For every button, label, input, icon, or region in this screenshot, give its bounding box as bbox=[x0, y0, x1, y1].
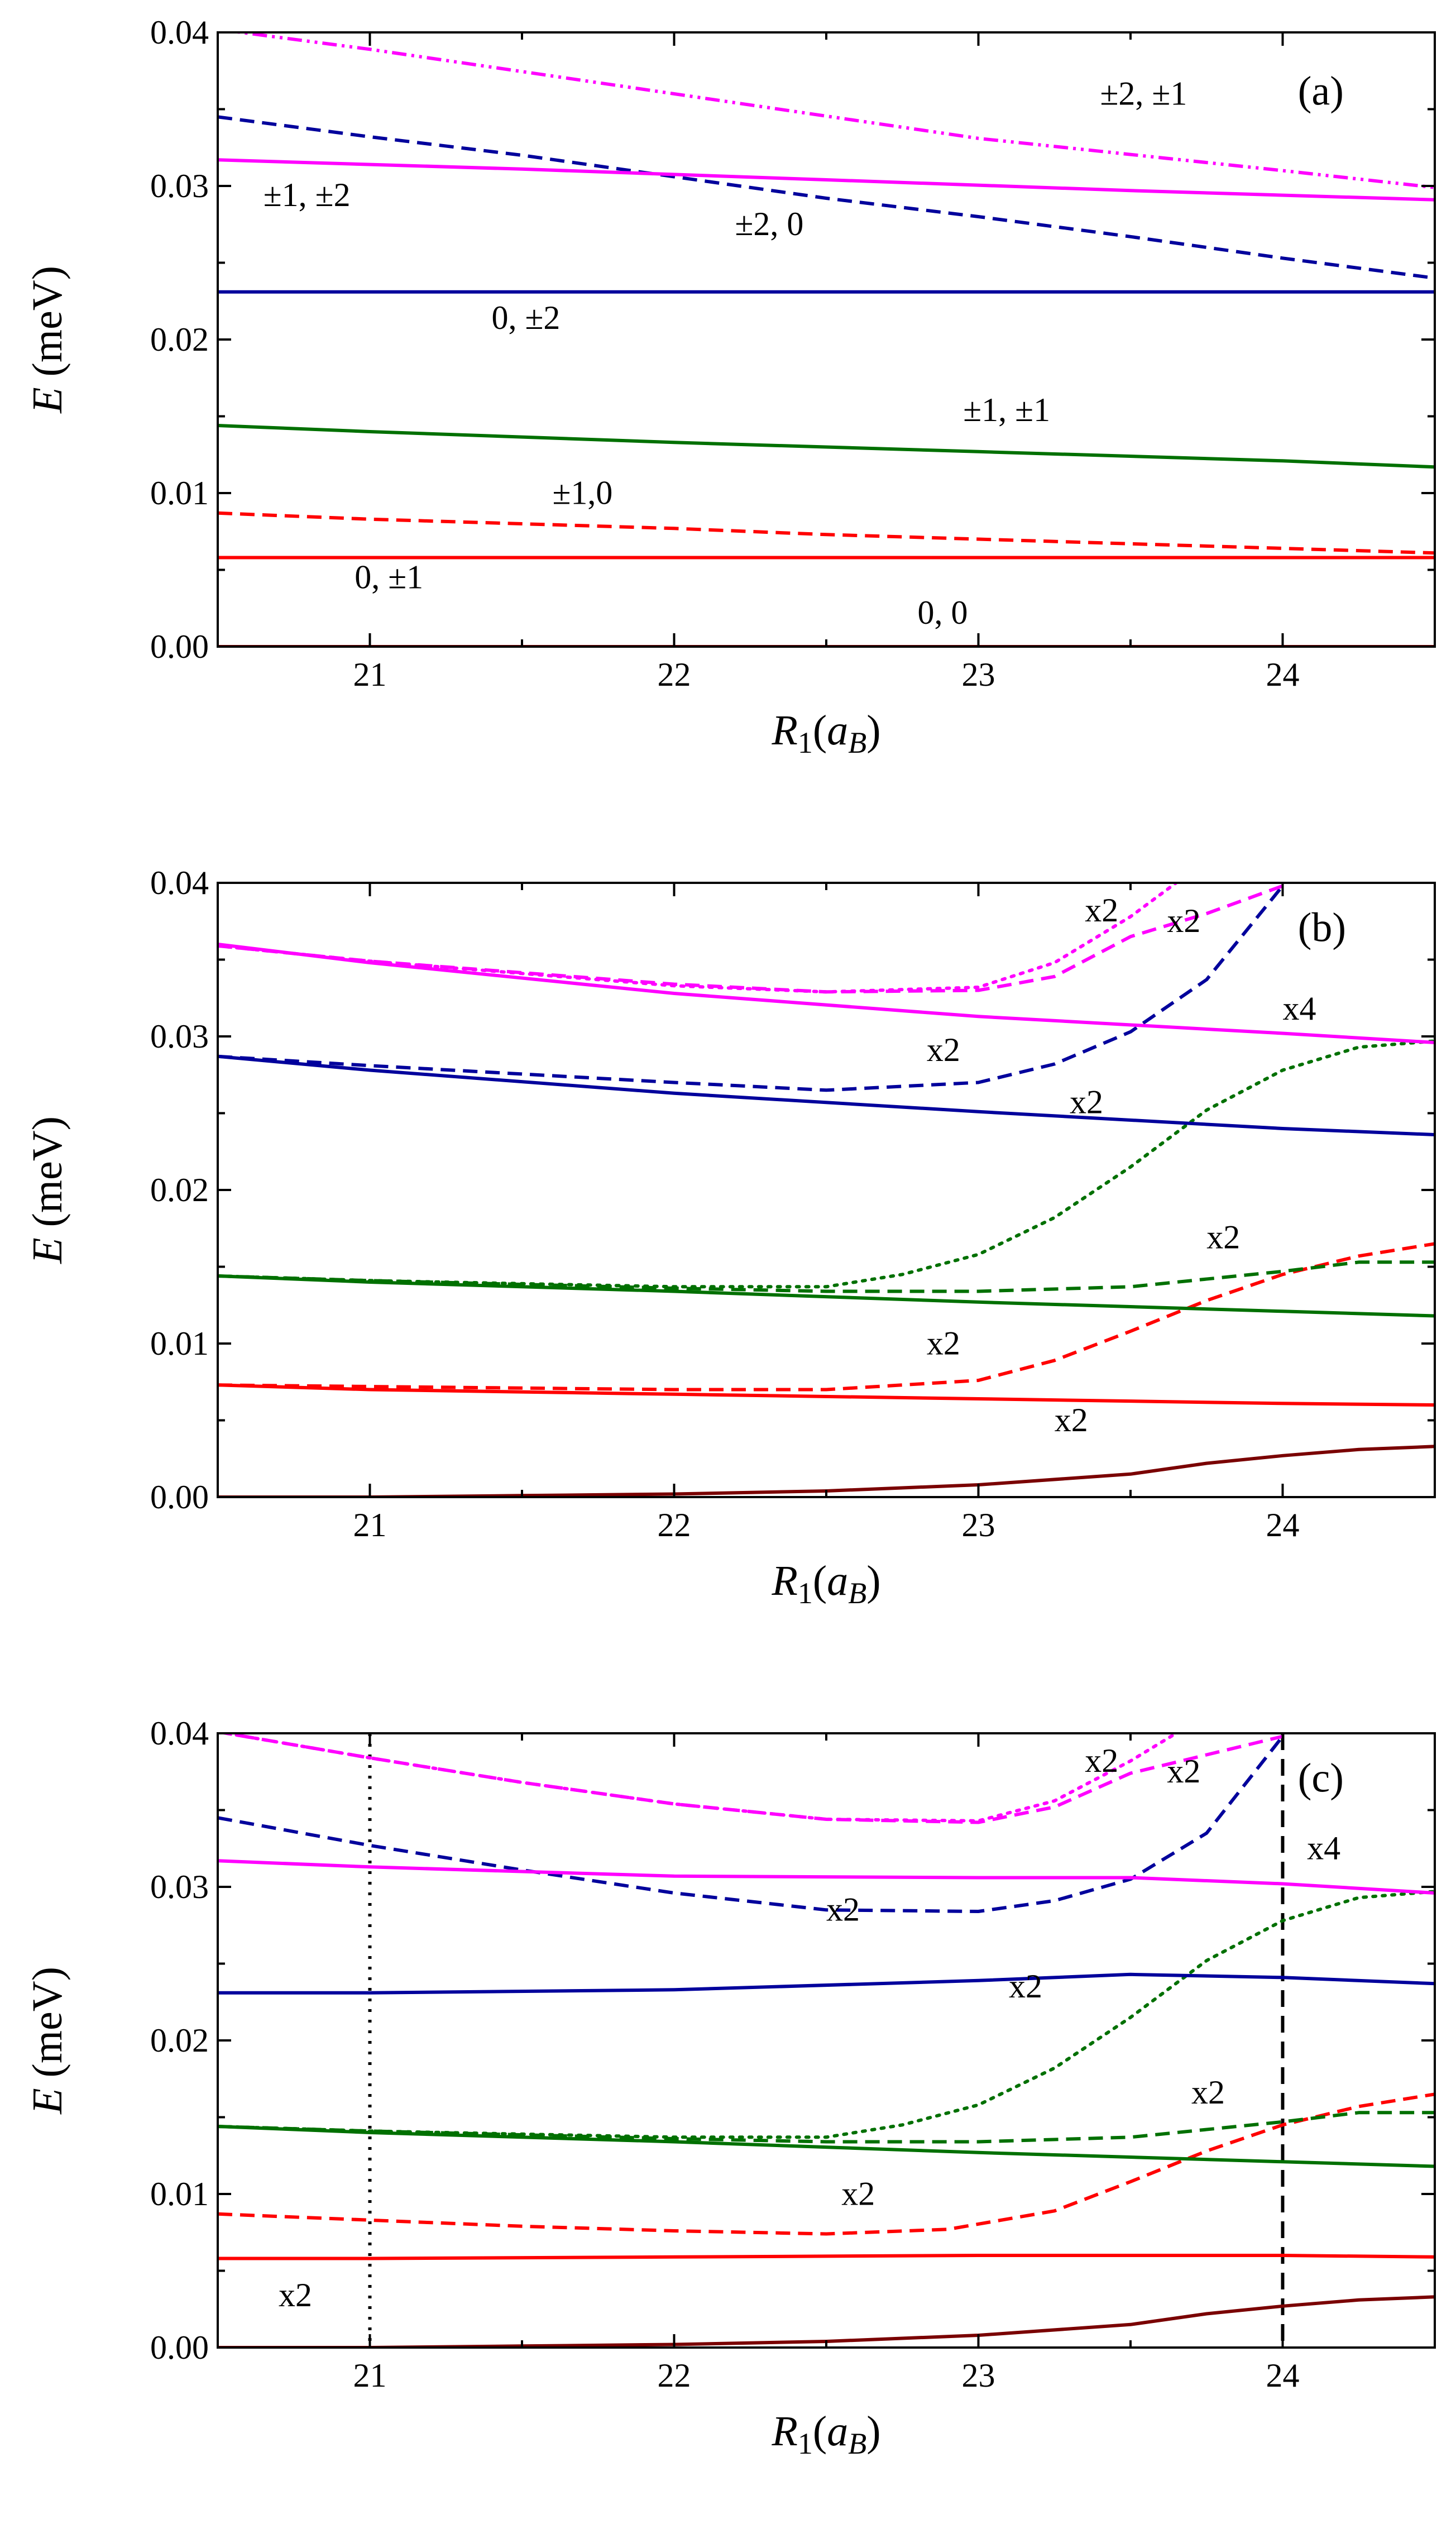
y-axis-label: E (meV) bbox=[24, 266, 71, 414]
series-line bbox=[218, 1733, 1283, 1824]
y-axis-symbol: E bbox=[24, 387, 71, 413]
curve-annotation: x2 bbox=[927, 1325, 960, 1361]
y-tick-label: 0.02 bbox=[150, 2022, 209, 2059]
y-tick-label: 0.01 bbox=[150, 2176, 209, 2212]
series-line bbox=[218, 2092, 1435, 2236]
series-line bbox=[228, 32, 1435, 189]
plot-frame bbox=[217, 31, 1436, 648]
panel-label: (b) bbox=[1298, 905, 1346, 951]
series-line bbox=[218, 2254, 1435, 2260]
y-tick-label: 0.04 bbox=[150, 864, 209, 901]
x-tick-label: 24 bbox=[1266, 2357, 1300, 2394]
curve-annotation: x2 bbox=[1085, 1742, 1118, 1779]
series-line bbox=[218, 424, 1435, 469]
series-line bbox=[218, 1054, 1435, 1136]
series-line bbox=[218, 1735, 1284, 1913]
y-axis-unit: (meV) bbox=[24, 1116, 71, 1237]
x-tick-label: 23 bbox=[962, 656, 995, 693]
y-axis-symbol: E bbox=[24, 2088, 71, 2114]
x-axis-label: R1(aB) bbox=[771, 707, 880, 759]
curve-annotation: x2 bbox=[841, 2175, 875, 2212]
series-line bbox=[218, 1383, 1435, 1407]
curve-annotation: x2 bbox=[1191, 2074, 1225, 2111]
y-tick-label: 0.01 bbox=[150, 475, 209, 512]
curve-annotation: x2 bbox=[1206, 1219, 1240, 1256]
curve-annotation: x2 bbox=[1055, 1402, 1088, 1438]
y-tick-label: 0.00 bbox=[150, 1479, 209, 1516]
y-axis-unit: (meV) bbox=[24, 266, 71, 387]
y-tick-label: 0.02 bbox=[150, 321, 209, 358]
x-axis-label: R1(aB) bbox=[771, 2408, 880, 2460]
series-line bbox=[218, 1445, 1435, 1497]
y-tick-label: 0.01 bbox=[150, 1325, 209, 1362]
series-line bbox=[218, 2111, 1435, 2144]
series-line bbox=[218, 1859, 1435, 1895]
curve-annotation: x4 bbox=[1283, 990, 1316, 1027]
curve-annotation: x4 bbox=[1307, 1830, 1340, 1867]
curve-annotation: ±2, ±1 bbox=[1100, 75, 1187, 112]
y-tick-label: 0.03 bbox=[150, 1868, 209, 1905]
curve-annotation: x2 bbox=[826, 1891, 860, 1928]
x-tick-label: 24 bbox=[1266, 1507, 1300, 1543]
series-line bbox=[218, 1733, 1178, 1823]
y-axis-unit: (meV) bbox=[24, 1967, 71, 2088]
panel-a: 0.00 0.01 0.02 0.03 0.04 21 22 23 24 E (meV) R1(aB… bbox=[24, 14, 1436, 759]
x-tick-label: 22 bbox=[658, 1507, 691, 1543]
y-axis-label: E (meV) bbox=[24, 1967, 71, 2115]
x-tick-label: 23 bbox=[962, 1507, 995, 1543]
x-tick-label: 22 bbox=[658, 656, 691, 693]
plot-frame bbox=[217, 882, 1436, 1498]
x-tick-label: 23 bbox=[962, 2357, 995, 2394]
curve-annotation: x2 bbox=[1070, 1084, 1103, 1121]
series-line bbox=[218, 885, 1284, 1092]
y-tick-label: 0.00 bbox=[150, 628, 209, 665]
curve-annotation: 0, 0 bbox=[918, 594, 968, 631]
y-tick-label: 0.02 bbox=[150, 1172, 209, 1208]
y-tick-label: 0.04 bbox=[150, 14, 209, 51]
x-axis-label: R1(aB) bbox=[771, 1557, 880, 1610]
curve-annotation: 0, ±1 bbox=[355, 559, 423, 596]
panel-b: 0.00 0.01 0.02 0.03 0.04 21 22 23 24 E (meV) R1(aB… bbox=[24, 864, 1436, 1610]
series-line bbox=[218, 1242, 1435, 1392]
panel-label: (a) bbox=[1298, 68, 1344, 114]
series-line bbox=[218, 884, 1283, 994]
series-line bbox=[218, 1890, 1435, 2139]
y-tick-label: 0.03 bbox=[150, 1018, 209, 1055]
series-line bbox=[218, 1972, 1435, 1995]
y-tick-label: 0.04 bbox=[150, 1715, 209, 1752]
y-tick-label: 0.00 bbox=[150, 2329, 209, 2366]
series-line bbox=[218, 115, 1435, 280]
curve-annotation: ±1, ±1 bbox=[963, 391, 1050, 428]
curve-annotation: x2 bbox=[1009, 1968, 1042, 2005]
curve-annotation: x2 bbox=[1167, 902, 1200, 939]
series-line bbox=[218, 2295, 1435, 2348]
series-line bbox=[218, 883, 1178, 994]
curve-annotation: ±1, ±2 bbox=[264, 176, 351, 213]
series-line bbox=[218, 1260, 1435, 1293]
y-axis-label: E (meV) bbox=[24, 1116, 71, 1264]
curve-annotation: x2 bbox=[1085, 892, 1118, 929]
y-axis-symbol: E bbox=[24, 1237, 71, 1264]
curve-annotation: x2 bbox=[927, 1031, 960, 1068]
series-line bbox=[218, 158, 1435, 202]
x-tick-label: 24 bbox=[1266, 656, 1300, 693]
x-tick-label: 21 bbox=[353, 1507, 387, 1543]
panel-label: (c) bbox=[1298, 1756, 1344, 1801]
curve-annotation: x2 bbox=[1167, 1753, 1200, 1790]
y-tick-label: 0.03 bbox=[150, 168, 209, 204]
curve-annotation: x2 bbox=[279, 2277, 312, 2313]
series-line bbox=[218, 511, 1435, 555]
curve-annotation: ±1,0 bbox=[553, 474, 613, 511]
x-tick-label: 22 bbox=[658, 2357, 691, 2394]
curve-annotation: 0, ±2 bbox=[492, 299, 561, 336]
series-line bbox=[218, 1039, 1435, 1289]
panel-c: 0.00 0.01 0.02 0.03 0.04 21 22 23 24 E (meV) R1(aB… bbox=[24, 1715, 1436, 2460]
x-tick-label: 21 bbox=[353, 2357, 387, 2394]
curve-annotation: ±2, 0 bbox=[735, 205, 804, 242]
x-tick-label: 21 bbox=[353, 656, 387, 693]
